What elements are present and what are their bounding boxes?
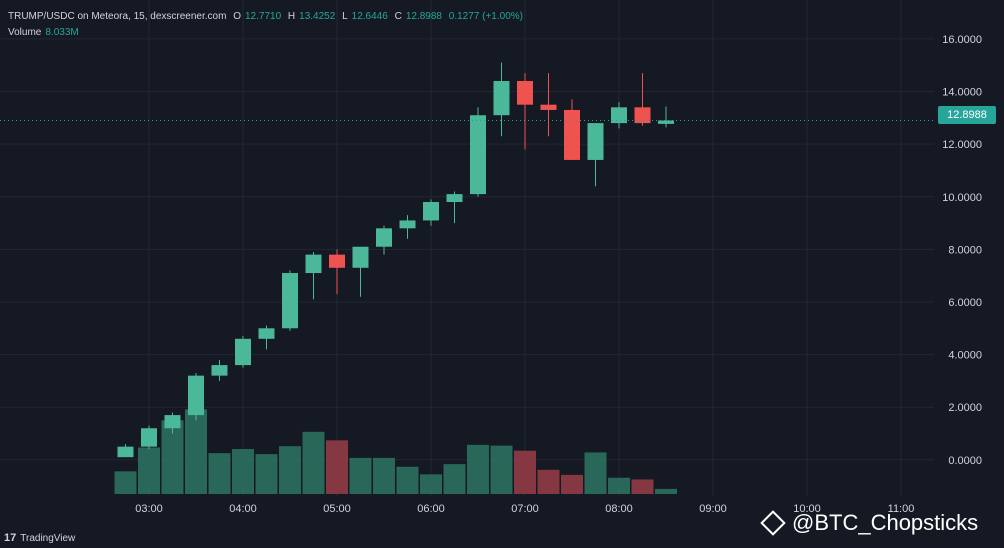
candle-body — [141, 428, 157, 447]
volume-bar — [490, 445, 513, 494]
volume-bar — [420, 474, 442, 494]
volume-bar — [326, 440, 348, 494]
volume-bar — [185, 409, 207, 494]
candle-body — [282, 273, 298, 329]
volume-bar — [114, 471, 137, 494]
x-tick-label: 03:00 — [135, 503, 163, 515]
volume-bar — [232, 449, 254, 494]
high-label: H — [287, 11, 296, 22]
tradingview-logo[interactable]: 17 TradingView — [4, 532, 75, 544]
x-tick-label: 08:00 — [605, 503, 633, 515]
volume-bar — [208, 453, 231, 494]
volume-bar — [349, 457, 372, 494]
candle-body — [352, 246, 369, 268]
candle-body — [564, 109, 580, 160]
x-tick-label: 05:00 — [323, 503, 351, 515]
candle-body — [634, 107, 651, 124]
candle-body — [517, 81, 533, 105]
candle-body — [376, 228, 392, 247]
low-value: 12.6446 — [351, 11, 388, 22]
candle-body — [587, 123, 604, 160]
open-label: O — [233, 11, 241, 22]
volume-bar — [514, 450, 536, 494]
x-tick-label: 07:00 — [511, 503, 539, 515]
high-value: 13.4252 — [299, 11, 336, 22]
low-label: L — [342, 11, 348, 22]
volume-bar — [537, 469, 560, 494]
y-tick-label: 16.0000 — [942, 34, 982, 46]
watermark: @BTC_Chopsticks — [758, 510, 978, 536]
y-tick-label: 6.0000 — [948, 297, 982, 309]
volume-legend: Volume 8.033M — [8, 27, 79, 38]
y-tick-label: 4.0000 — [948, 350, 982, 362]
x-tick-label: 06:00 — [417, 503, 445, 515]
candle-body — [258, 328, 275, 339]
candle-body — [446, 194, 463, 203]
y-tick-label: 14.0000 — [942, 87, 982, 99]
y-tick-label: 12.0000 — [942, 139, 982, 151]
close-value: 12.8988 — [405, 11, 442, 22]
candle-body — [493, 81, 510, 116]
volume-bar — [279, 446, 301, 494]
candle-body — [611, 107, 627, 124]
volume-bar — [396, 466, 419, 494]
open-value: 12.7710 — [244, 11, 282, 22]
x-axis: 03:00 04:00 05:00 06:00 07:00 08:00 09:00 10:00… — [135, 503, 914, 515]
candle-body — [658, 120, 674, 124]
candle-body — [211, 365, 228, 376]
watermark-text: @BTC_Chopsticks — [792, 510, 979, 535]
candle-body — [117, 446, 134, 458]
volume-bar — [631, 479, 654, 494]
candle-body — [164, 415, 181, 429]
candle-body — [235, 338, 251, 366]
candle-body — [329, 254, 345, 268]
volume-series — [114, 409, 677, 494]
binance-diamond-icon — [760, 510, 786, 536]
volume-bar — [255, 454, 278, 494]
candle-series — [117, 62, 674, 458]
y-tick-label: 10.0000 — [942, 192, 982, 204]
x-tick-label: 10:00 — [793, 503, 821, 515]
x-tick-label: 04:00 — [229, 503, 257, 515]
candle-body — [188, 375, 204, 416]
x-tick-label: 11:00 — [888, 503, 915, 515]
volume-bar — [302, 431, 325, 494]
y-tick-label: 2.0000 — [948, 402, 982, 414]
y-axis: 16.0000 14.0000 12.0000 10.0000 8.0000 6.0000… — [942, 34, 982, 467]
volume-value: 8.033M — [45, 27, 79, 38]
candle-body — [399, 220, 416, 229]
symbol-title: TRUMP/USDC on Meteora, 15, dexscreener.c… — [8, 11, 227, 22]
volume-bar — [443, 464, 466, 494]
volume-bar — [655, 488, 677, 494]
volume-bar — [373, 457, 395, 494]
volume-bar — [138, 447, 160, 494]
y-tick-label: 8.0000 — [948, 244, 982, 256]
volume-bar — [584, 452, 607, 494]
y-tick-label: 0.0000 — [948, 455, 982, 467]
candle-body — [540, 104, 557, 110]
x-tick-label: 09:00 — [699, 503, 727, 515]
volume-bar — [608, 477, 630, 494]
candle-body — [423, 202, 439, 221]
candle-body — [305, 254, 322, 274]
volume-bar — [161, 420, 184, 494]
volume-bar — [467, 444, 489, 494]
volume-label: Volume — [8, 27, 42, 38]
volume-bar — [561, 474, 583, 494]
grid-lines — [0, 0, 934, 496]
candle-body — [470, 115, 486, 195]
ohlc-legend: TRUMP/USDC on Meteora, 15, dexscreener.c… — [8, 11, 527, 22]
last-price-badge: 12.8988 — [938, 106, 996, 124]
close-label: C — [394, 11, 402, 22]
tradingview-logo-icon: 17 — [4, 532, 17, 544]
tradingview-label: TradingView — [20, 532, 76, 544]
change-value: 0.1277 (+1.00%) — [448, 11, 523, 22]
